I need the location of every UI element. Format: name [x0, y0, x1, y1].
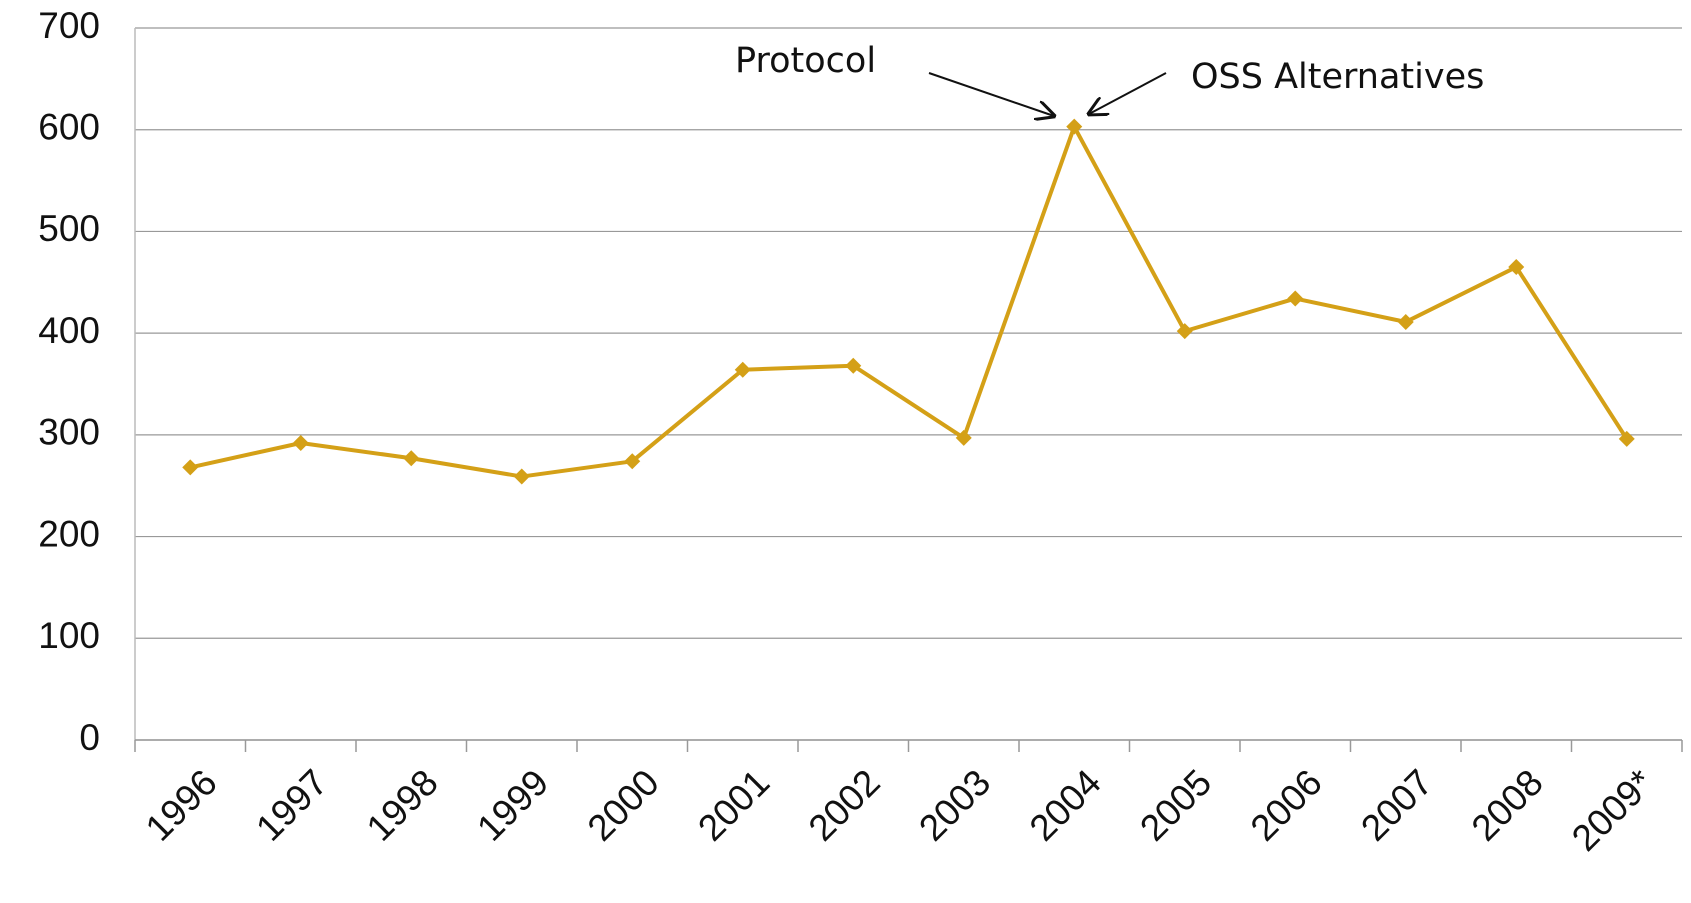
marker [513, 468, 530, 485]
y-tick-label: 500 [38, 208, 100, 249]
x-tick-label: 2006 [1243, 762, 1330, 849]
x-tick-label: 1996 [138, 762, 225, 849]
y-tick-label: 300 [38, 412, 100, 453]
x-tick-label: 2004 [1022, 762, 1109, 849]
marker [955, 429, 972, 446]
y-tick-label: 0 [79, 717, 100, 758]
x-tick-label: 1999 [469, 762, 556, 849]
y-tick-label: 700 [38, 5, 100, 46]
x-tick-label: 2009* [1564, 762, 1661, 859]
marker [1618, 430, 1635, 447]
annotation: Protocol [735, 41, 876, 81]
x-tick-label: 1997 [248, 762, 335, 849]
x-tick-label: 2008 [1464, 762, 1551, 849]
marker [1397, 313, 1414, 330]
marker [845, 357, 862, 374]
marker [182, 459, 199, 476]
y-tick-label: 600 [38, 106, 100, 147]
annotation-arrow [928, 72, 1054, 116]
x-tick-label: 2003 [911, 762, 998, 849]
x-tick-label: 2002 [801, 762, 888, 849]
x-tick-label: 2007 [1353, 762, 1440, 849]
x-tick-label: 2005 [1132, 762, 1219, 849]
marker [1287, 290, 1304, 307]
line [189, 124, 1629, 479]
annotation-arrow [1089, 72, 1167, 114]
x-tick-label: 2000 [580, 762, 667, 849]
marker [292, 434, 309, 451]
y-tick-label: 100 [38, 615, 100, 656]
x-tick-label: 2001 [690, 762, 777, 849]
x-tick-label: 1998 [359, 762, 446, 849]
marker [734, 361, 751, 378]
marker [1176, 323, 1193, 340]
y-tick-label: 200 [38, 513, 100, 554]
marker [1508, 259, 1525, 276]
marker [624, 453, 641, 470]
annotation: OSS Alternatives [1191, 57, 1484, 97]
y-tick-label: 400 [38, 310, 100, 351]
marker [403, 450, 420, 467]
marker [1066, 118, 1083, 135]
